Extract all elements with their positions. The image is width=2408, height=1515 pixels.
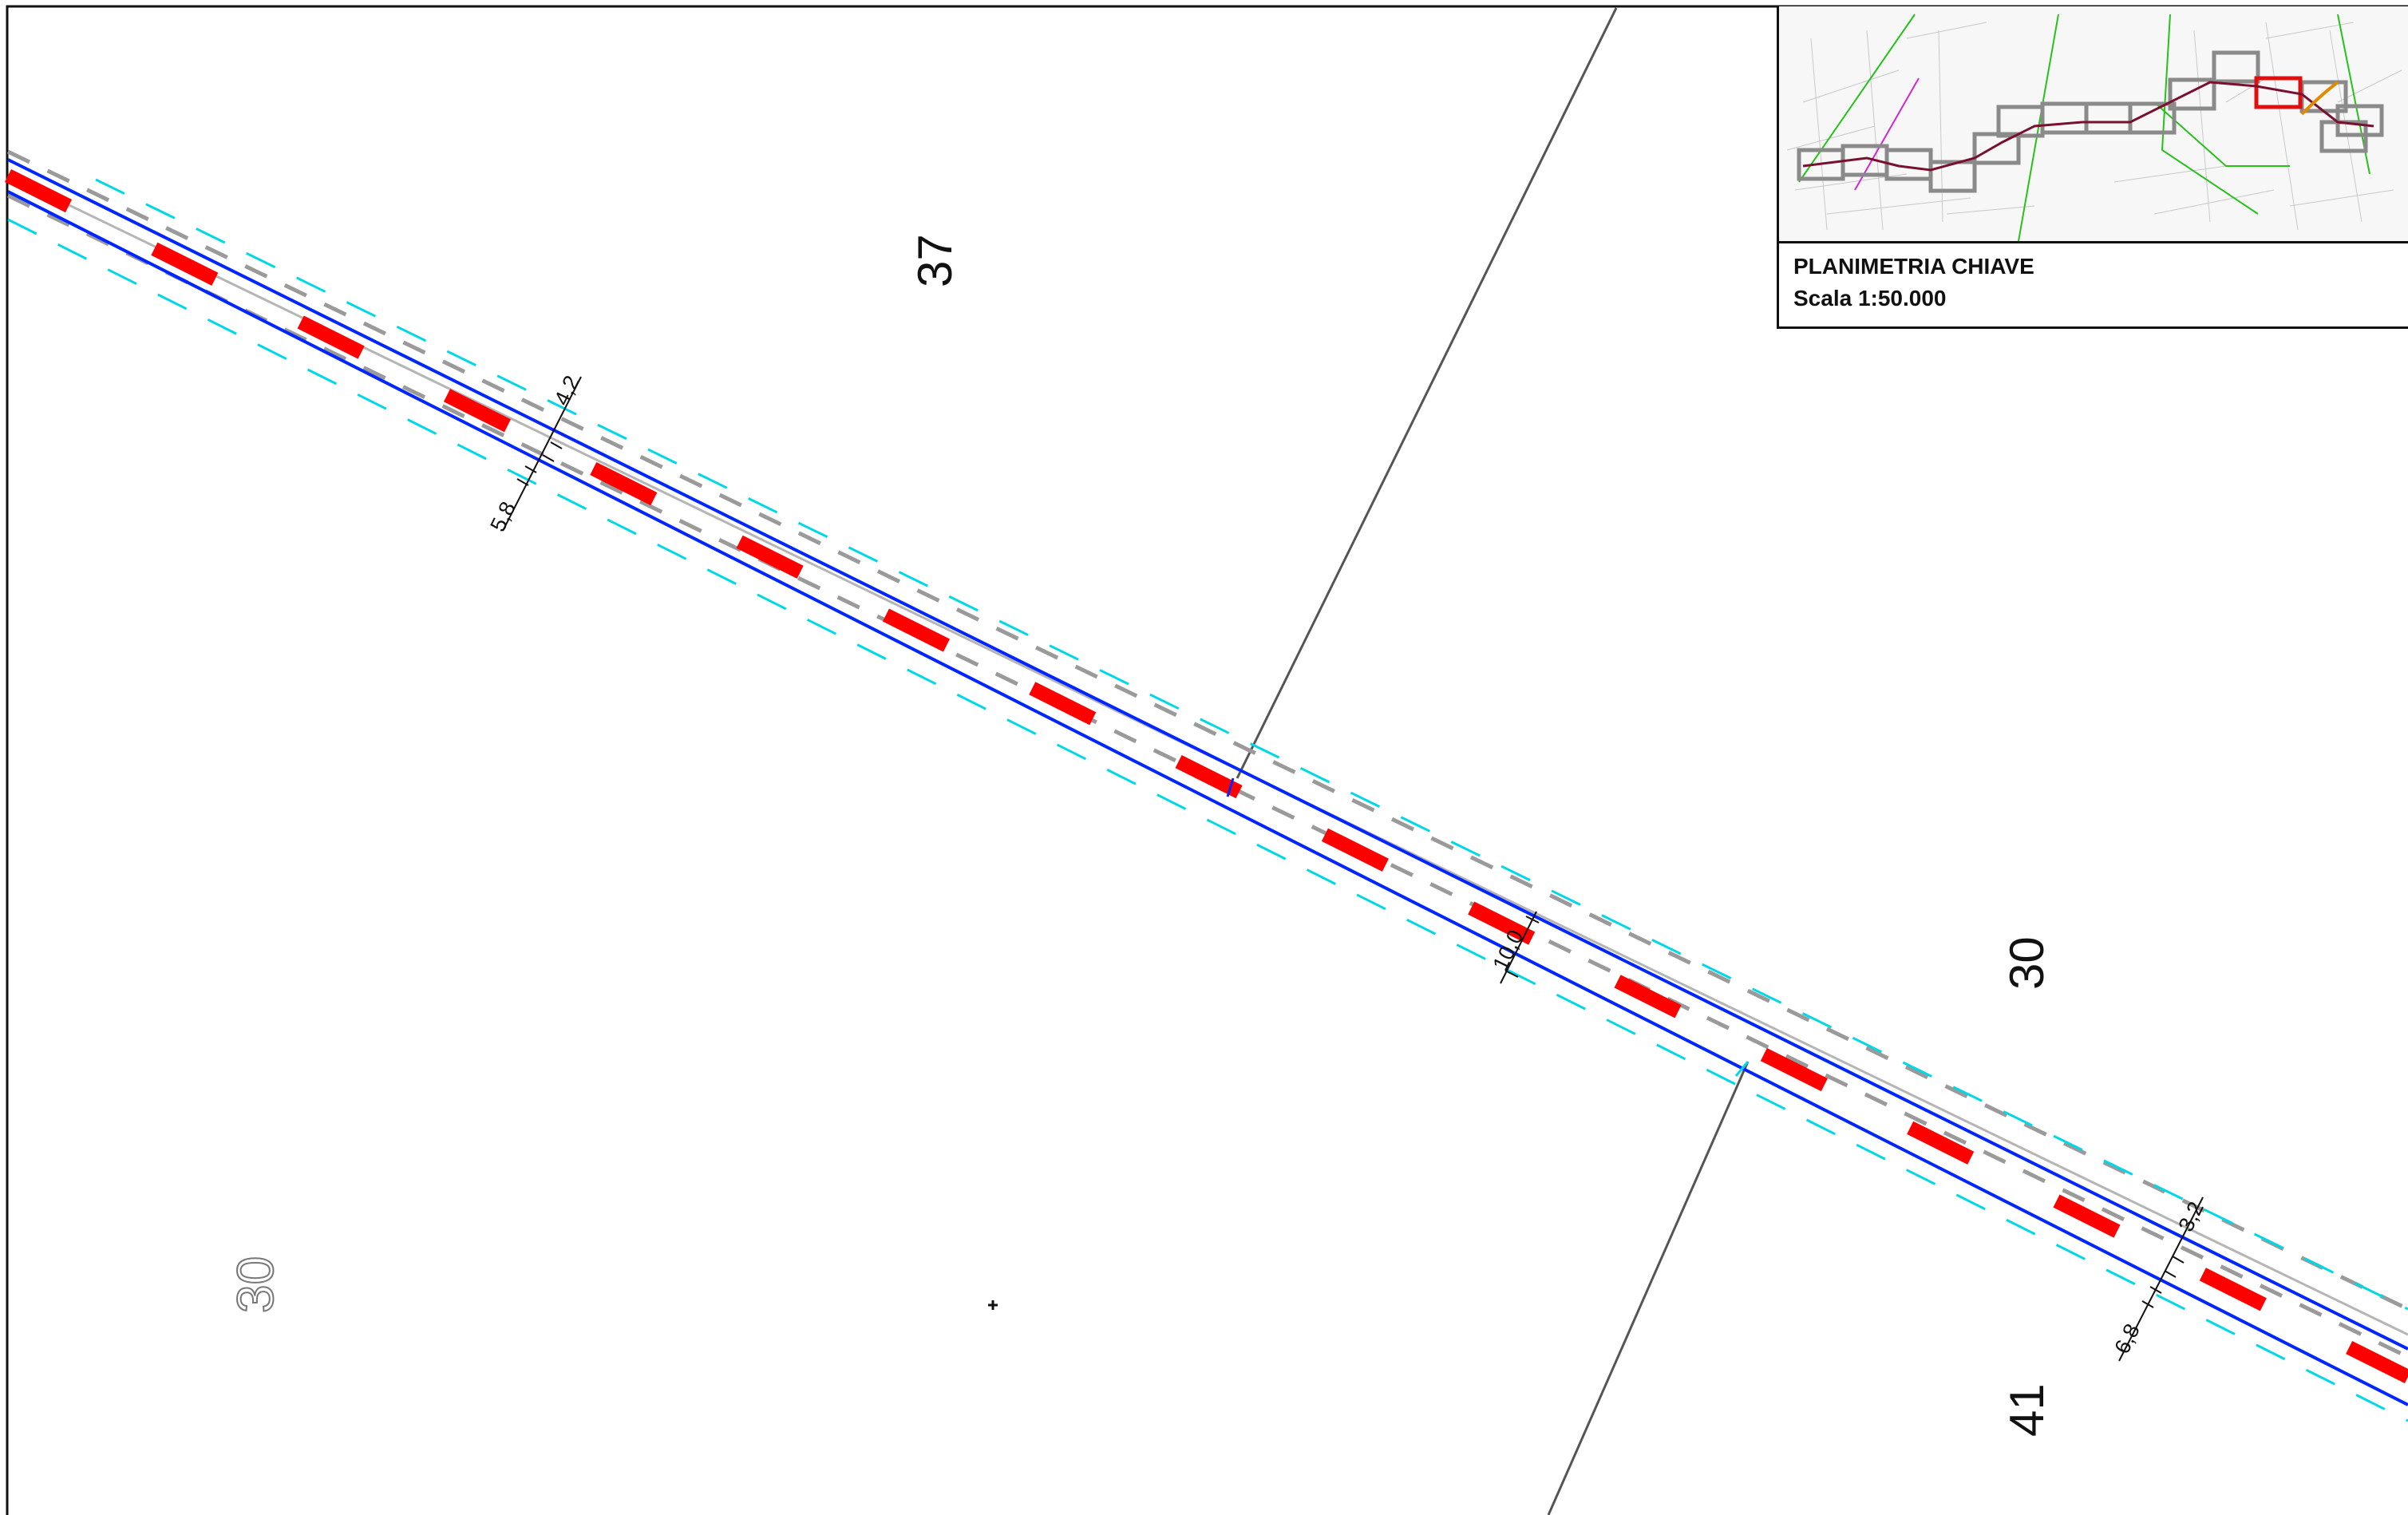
key-plan-orange-route xyxy=(2300,81,2339,116)
easement-line-south xyxy=(7,190,2408,1406)
dimension-arrow-3a xyxy=(2164,1256,2185,1278)
key-plan-current-sheet xyxy=(2254,76,2303,109)
key-plan-route xyxy=(1802,81,2374,172)
key-plan-magenta-line xyxy=(1854,77,1920,191)
parcel-number-37: 37 xyxy=(908,234,962,287)
dimension-line-1 xyxy=(502,376,582,532)
dimension-label-5-8: 5,8 xyxy=(485,498,520,536)
dimension-label-3-2: 3,2 xyxy=(2173,1198,2208,1236)
dimension-arrow-3b xyxy=(2141,1286,2162,1308)
key-plan-scale: Scala 1:50.000 xyxy=(1793,286,1947,311)
crossing-marker-2 xyxy=(1734,1061,1750,1077)
urban-texture xyxy=(1786,22,2402,231)
dimension-arrow-2b xyxy=(1505,970,1519,978)
parcel-boundary-south xyxy=(1547,1061,1750,1515)
key-plan-title: PLANIMETRIA CHIAVE xyxy=(1793,254,2034,279)
key-plan-green-lines xyxy=(1798,14,2370,241)
dimension-label-6-8: 6,8 xyxy=(2109,1320,2144,1358)
dimension-arrow-1a xyxy=(542,441,563,462)
parcel-number-30-west: 30 xyxy=(227,1256,284,1313)
parcel-boundary-north xyxy=(1236,7,1618,779)
dimension-line-3 xyxy=(2118,1197,2204,1362)
key-plan-background xyxy=(1779,6,2408,241)
parcel-number-41: 41 xyxy=(2000,1383,2054,1437)
key-plan-map xyxy=(1779,6,2408,243)
buffer-line-north xyxy=(95,178,2408,1311)
buffer-line-south xyxy=(7,218,2408,1422)
key-plan-panel: PLANIMETRIA CHIAVE Scala 1:50.000 xyxy=(1777,6,2408,329)
road-edge-north xyxy=(6,149,2408,1311)
sheet-frame xyxy=(6,5,2408,1515)
parcel-number-30-east: 30 xyxy=(2000,936,2054,990)
dimension-arrow-1b xyxy=(516,465,537,486)
pipeline-route xyxy=(4,168,2408,1384)
crossing-marker xyxy=(1226,777,1235,797)
key-plan-sheet-frames xyxy=(1797,50,2384,193)
dimension-arrow-2a xyxy=(1525,916,1540,924)
easement-line-north xyxy=(7,158,2408,1351)
survey-point-marker xyxy=(988,1300,998,1310)
